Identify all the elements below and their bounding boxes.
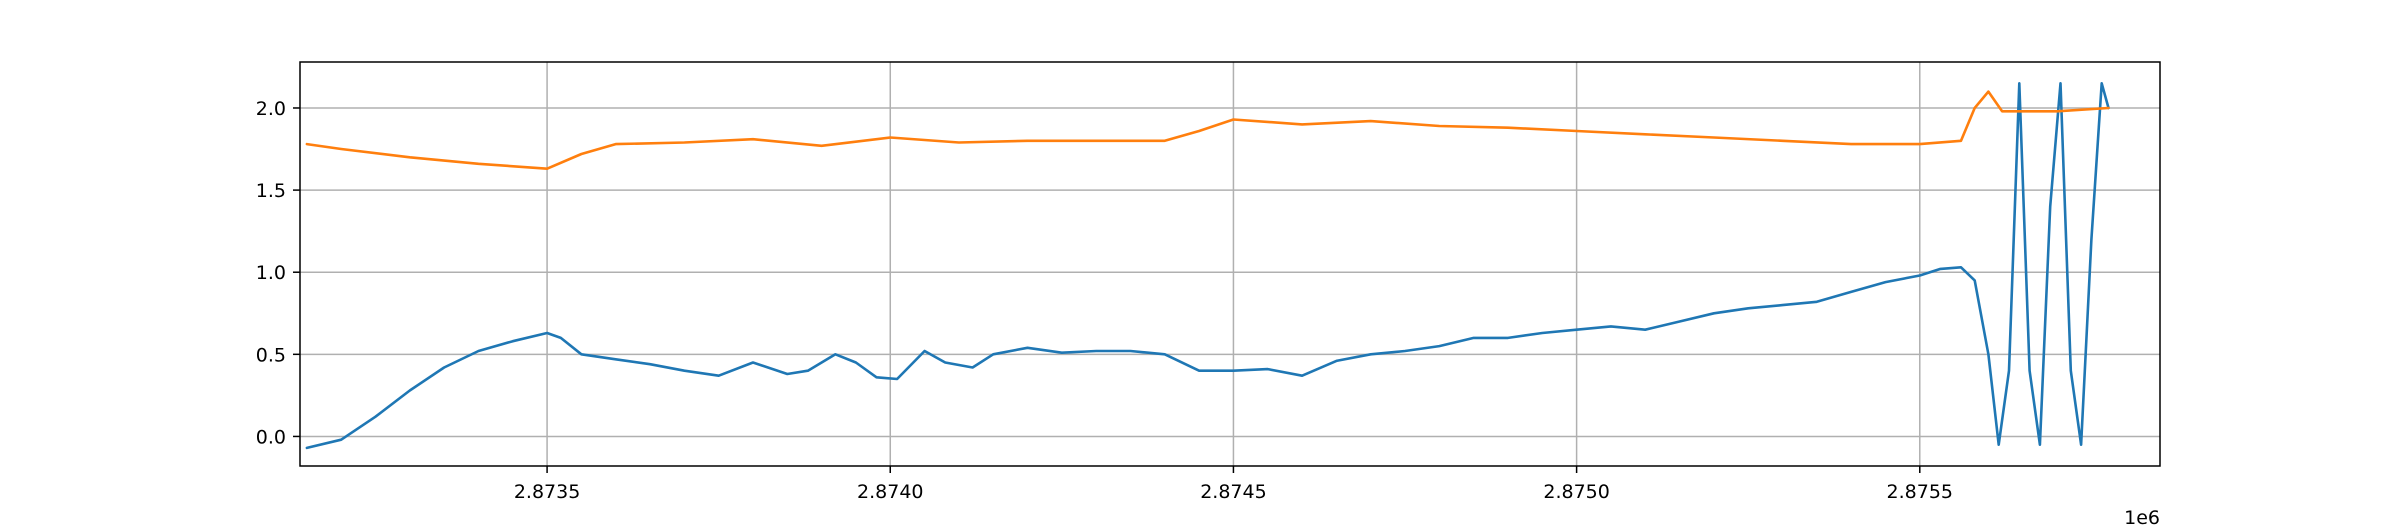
y-tick-label: 1.5	[256, 180, 286, 202]
x-tick-label: 2.8750	[1543, 481, 1609, 503]
y-tick-label: 1.0	[256, 262, 286, 284]
series-line-1	[305, 82, 2110, 450]
series-line-2	[305, 90, 2110, 170]
x-tick-label: 2.8735	[514, 481, 580, 503]
x-axis-offset-label: 1e6	[2124, 507, 2160, 525]
x-tick-label: 2.8755	[1887, 481, 1953, 503]
x-tick-label: 2.8745	[1200, 481, 1266, 503]
y-tick-label: 0.0	[256, 426, 286, 448]
grid-lines	[300, 62, 2160, 466]
plot-area	[305, 82, 2110, 450]
x-tick-label: 2.8740	[857, 481, 923, 503]
y-tick-label: 0.5	[256, 344, 286, 366]
axes-frame	[299, 61, 2161, 467]
y-tick-label: 2.0	[256, 98, 286, 120]
axis-ticks: 2.8735 2.8740 2.8745 2.8750 2.8755 0.0 0.5 1.0 1…	[256, 98, 1953, 503]
